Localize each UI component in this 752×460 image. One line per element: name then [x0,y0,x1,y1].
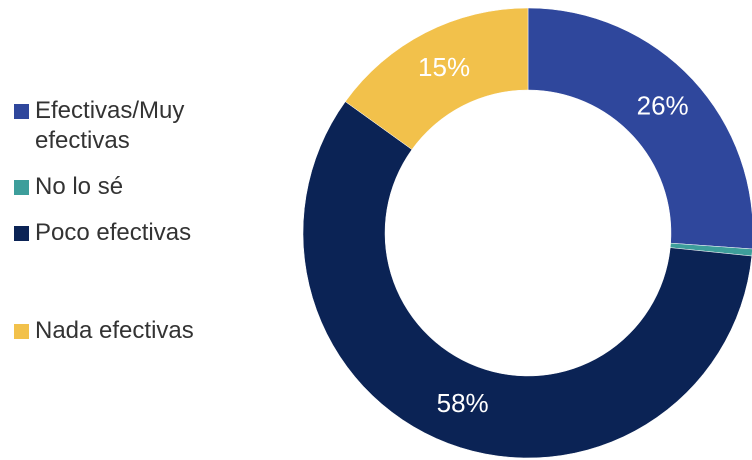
legend-label: Nada efectivas [35,317,194,344]
data-label: 26% [637,90,689,120]
legend-label: No lo sé [35,173,124,200]
legend-item: Efectivas/Muy efectivas [14,96,244,156]
legend-swatch [14,104,29,119]
legend-item: Poco efectivas [14,218,244,248]
slice [527,7,752,250]
slice [344,7,529,150]
legend-label: Efectivas/Muy efectivas [35,97,185,154]
legend-swatch [14,180,29,195]
legend-label: Poco efectivas [35,219,192,246]
legend-item: Nada efectivas [14,316,244,346]
legend-item: No lo sé [14,172,244,202]
legend-swatch [14,324,29,339]
slice [302,101,752,459]
data-label: 15% [418,52,470,82]
data-label: 58% [437,388,489,418]
legend-swatch [14,226,29,241]
